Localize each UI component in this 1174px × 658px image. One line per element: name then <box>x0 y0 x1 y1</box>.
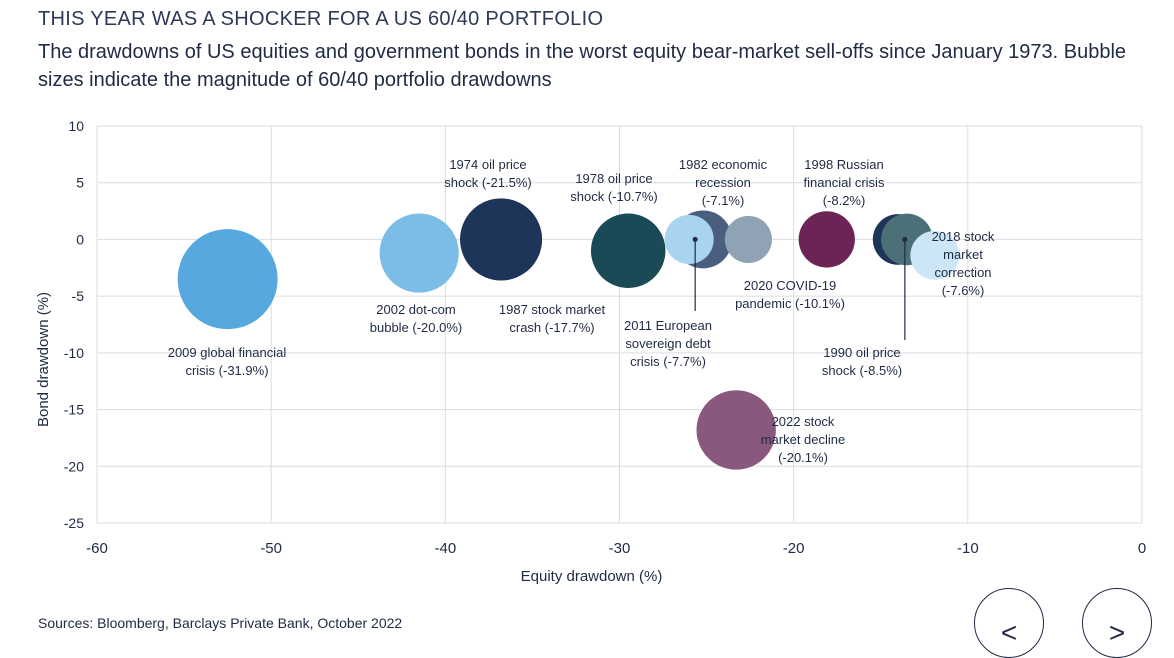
leader-dot <box>902 236 908 242</box>
bubble <box>590 213 666 289</box>
bubble-label: 1987 stock market <box>499 302 606 317</box>
bubble <box>696 390 776 470</box>
bubble-label: crisis (-7.7%) <box>630 354 706 369</box>
bubble-label: (-7.1%) <box>702 193 745 208</box>
y-tick-label: -15 <box>64 402 84 418</box>
bubble-label: crash (-17.7%) <box>509 320 594 335</box>
bubble <box>798 211 855 268</box>
bubble-label: 2011 European <box>624 318 712 333</box>
bubble-chart: 10 5 0 -5 -10 -15 -20 -25-60 -50 -40 -30 -20 -10 0 Equ… <box>35 118 1146 585</box>
bubble-label: 1982 economic <box>679 157 768 172</box>
bubble-label: 1998 Russian <box>804 157 884 172</box>
bubble-label: crisis (-31.9%) <box>185 363 268 378</box>
bubble-label: sovereign debt <box>625 336 711 351</box>
y-axis-label: Bond drawdown (%) <box>35 292 52 427</box>
bubble-label: 2002 dot-com <box>376 302 456 317</box>
bubble <box>177 229 278 330</box>
bubble-label: 1974 oil price <box>449 157 526 172</box>
bubble <box>724 215 772 264</box>
y-tick-label: -5 <box>72 288 85 304</box>
y-tick-label: 5 <box>76 175 84 191</box>
chart-title: THIS YEAR WAS A SHOCKER FOR A US 60/40 P… <box>38 8 604 30</box>
chevron-left-icon: < <box>1000 617 1018 648</box>
bubble-label: shock (-10.7%) <box>570 189 657 204</box>
bubble-label: 2022 stock <box>772 414 835 429</box>
x-tick-label: -50 <box>260 540 282 557</box>
bubble <box>664 214 714 264</box>
bubble-label: bubble (-20.0%) <box>370 320 463 335</box>
x-tick-label: 0 <box>1138 540 1146 557</box>
bubble-label: pandemic (-10.1%) <box>735 296 845 311</box>
bubble-label: shock (-8.5%) <box>822 363 902 378</box>
bubble-label: market <box>943 247 983 262</box>
bubble-label: recession <box>695 175 751 190</box>
bubble <box>379 213 459 293</box>
x-tick-label: -60 <box>86 540 108 557</box>
chevron-right-icon: > <box>1108 617 1126 648</box>
bubble-label: financial crisis <box>804 175 885 190</box>
y-tick-label: -25 <box>64 515 84 531</box>
bubble-label: (-20.1%) <box>778 450 828 465</box>
previous-button[interactable]: < <box>974 588 1044 658</box>
bubble-label: market decline <box>761 432 846 447</box>
chart-subtitle: The drawdowns of US equities and governm… <box>38 41 1127 91</box>
bubble-label: (-8.2%) <box>823 193 866 208</box>
x-tick-label: -20 <box>783 540 805 557</box>
y-tick-label: 0 <box>76 231 84 247</box>
y-tick-label: -10 <box>64 345 84 361</box>
y-tick-label: -20 <box>64 458 84 474</box>
x-axis-label: Equity drawdown (%) <box>521 568 663 585</box>
bubble-label: 2020 COVID-19 <box>744 278 837 293</box>
bubble-label: (-7.6%) <box>942 283 985 298</box>
bubble-label: 1990 oil price <box>823 345 900 360</box>
x-tick-label: -30 <box>609 540 631 557</box>
x-tick-label: -10 <box>957 540 979 557</box>
bubble-label: shock (-21.5%) <box>444 175 531 190</box>
bubble <box>910 230 960 280</box>
bubble-label: 2009 global financial <box>168 345 287 360</box>
x-tick-label: -40 <box>434 540 456 557</box>
bubble-label: 2018 stock <box>932 229 995 244</box>
bubble-label: correction <box>934 265 991 280</box>
bubble <box>460 198 543 281</box>
y-tick-label: 10 <box>68 118 84 134</box>
leader-dot <box>692 236 698 242</box>
source-note: Sources: Bloomberg, Barclays Private Ban… <box>38 615 403 631</box>
bubble-label: 1978 oil price <box>575 171 652 186</box>
next-button[interactable]: > <box>1082 588 1152 658</box>
